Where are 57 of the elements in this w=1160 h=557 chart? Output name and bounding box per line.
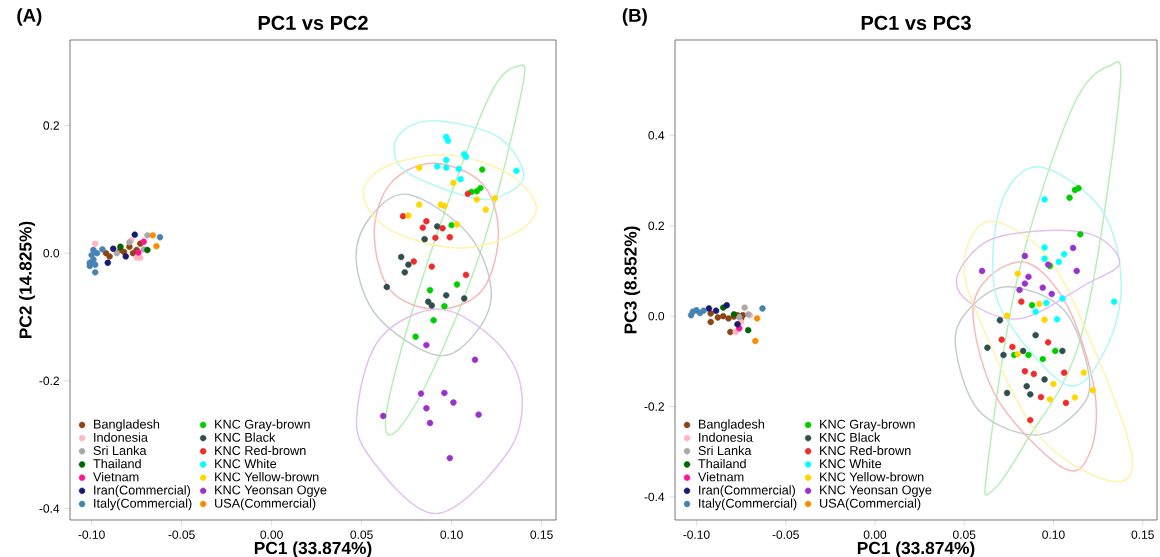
legend-label: KNC Yeonsan Ogye [215,485,327,497]
legend-label: Bangladesh [94,419,160,432]
x-tick-label: 0.10 [1042,530,1065,539]
y-tick-label: -0.2 [39,376,59,386]
legend-label: KNC Red-brown [820,445,911,456]
x-tick-label: -0.10 [78,530,105,539]
legend-label: KNC White [215,458,277,469]
legend-label: Indonesia [94,432,148,442]
x-tick-label: 0.00 [260,530,283,539]
legend-label: KNC Yellow-brown [820,472,924,482]
legend-label: KNC Gray-brown [820,419,915,432]
legend-label: Thailand [93,458,141,469]
x-tick-label: -0.10 [683,530,710,539]
x-tick-label: 0.05 [952,530,976,539]
x-tick-label: 0.15 [1131,530,1154,539]
legend-label: Iran(Commercial) [699,485,795,498]
legend-label: Italy(Commercial) [94,498,192,511]
y-tick-label: -0.4 [644,492,665,502]
legend-label: KNC White [820,458,882,469]
y-tick-label: 0.4 [648,131,665,140]
y-tick-label: 0.2 [43,121,59,130]
legend-label: KNC Red-brown [215,445,306,456]
legend-label: Vietnam [93,472,139,482]
legend-label: KNC Yeonsan Ogye [820,485,932,497]
y-tick-label: -0.2 [644,402,664,411]
x-tick-label: -0.05 [168,530,195,539]
text: (A) [17,8,42,26]
legend-label: Italy(Commercial) [699,498,797,511]
legend-label: Sri Lanka [698,445,752,456]
legend-label: USA(Commercial) [820,498,921,511]
y-tick-label: 0.0 [648,311,665,321]
x-tick-label: 0.05 [350,530,373,539]
y-axis-title: PC2 (14.825%) [18,221,36,339]
legend-label: Vietnam [698,472,744,482]
legend-label: USA(Commercial) [215,498,316,511]
chart-title: PC1 vs PC3 [861,15,971,30]
text: (B) [622,8,647,26]
legend-label: Iran(Commercial) [94,485,191,498]
legend-label: Thailand [698,458,746,469]
legend-label: KNC Gray-brown [215,419,310,432]
legend-label: KNC Black [215,432,276,442]
legend-label: KNC Yellow-brown [215,472,319,482]
legend-label: KNC Black [820,432,881,442]
y-tick-label: -0.4 [39,504,60,513]
chart-title: PC1 vs PC2 [258,15,368,30]
x-tick-label: 0.10 [440,530,463,539]
x-axis-title: PC1 (33.874%) [254,541,372,557]
legend-label: Bangladesh [699,419,765,432]
x-tick-label: 0.15 [530,530,553,539]
x-tick-label: 0.00 [863,530,887,539]
x-axis-title: PC1 (33.874%) [857,541,975,557]
y-axis-title: PC3 (8.852%) [623,226,641,334]
legend-label: Sri Lanka [93,445,147,456]
x-tick-label: -0.05 [772,530,799,539]
y-tick-label: 0.2 [648,221,664,231]
legend-label: Indonesia [699,432,753,442]
y-tick-label: 0.0 [43,248,60,258]
